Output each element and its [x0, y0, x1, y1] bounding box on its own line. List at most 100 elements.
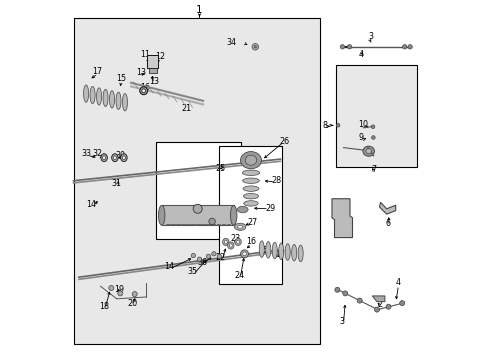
Text: 24: 24 — [234, 271, 244, 280]
Ellipse shape — [244, 155, 256, 165]
Ellipse shape — [121, 154, 127, 162]
Ellipse shape — [399, 301, 404, 306]
Text: 7: 7 — [371, 166, 376, 175]
Text: 12: 12 — [155, 52, 164, 61]
Ellipse shape — [342, 291, 347, 296]
Ellipse shape — [347, 45, 351, 49]
Ellipse shape — [265, 242, 270, 258]
Text: 8: 8 — [322, 121, 327, 130]
Bar — [156, 142, 241, 239]
Ellipse shape — [254, 46, 256, 48]
Ellipse shape — [111, 154, 118, 162]
Ellipse shape — [362, 146, 374, 156]
Text: 15: 15 — [116, 74, 126, 83]
Text: 33: 33 — [81, 149, 91, 158]
Ellipse shape — [356, 298, 362, 303]
Text: 22: 22 — [214, 253, 224, 262]
Text: 15: 15 — [258, 247, 268, 256]
Bar — [146, 55, 158, 68]
Ellipse shape — [385, 304, 390, 309]
Text: 11: 11 — [140, 50, 150, 59]
Text: 13: 13 — [136, 68, 146, 77]
Ellipse shape — [122, 94, 127, 111]
Ellipse shape — [370, 125, 374, 129]
Ellipse shape — [109, 91, 114, 108]
Ellipse shape — [83, 85, 88, 102]
Text: 25: 25 — [215, 164, 225, 173]
Ellipse shape — [242, 252, 246, 256]
Ellipse shape — [291, 244, 296, 261]
Ellipse shape — [240, 152, 261, 169]
Text: 34: 34 — [226, 38, 236, 47]
Ellipse shape — [234, 238, 241, 246]
Ellipse shape — [371, 136, 374, 139]
Ellipse shape — [122, 156, 125, 159]
Ellipse shape — [230, 205, 237, 225]
Ellipse shape — [243, 194, 258, 199]
Ellipse shape — [116, 92, 121, 109]
Ellipse shape — [240, 250, 248, 258]
Ellipse shape — [374, 307, 379, 312]
Ellipse shape — [90, 86, 95, 104]
Bar — [149, 68, 157, 73]
Text: 31: 31 — [111, 179, 122, 188]
Text: 4: 4 — [358, 50, 363, 59]
Ellipse shape — [229, 244, 232, 247]
Ellipse shape — [206, 254, 210, 258]
Ellipse shape — [242, 178, 259, 184]
Text: 19: 19 — [114, 285, 124, 294]
Text: 20: 20 — [127, 299, 137, 307]
Ellipse shape — [285, 244, 289, 260]
Ellipse shape — [118, 291, 122, 296]
Ellipse shape — [113, 156, 116, 159]
Ellipse shape — [193, 204, 202, 213]
Ellipse shape — [236, 240, 239, 244]
Ellipse shape — [217, 254, 221, 258]
Ellipse shape — [108, 285, 114, 291]
Ellipse shape — [278, 243, 283, 260]
Ellipse shape — [243, 186, 258, 192]
Bar — [336, 65, 416, 167]
Ellipse shape — [191, 253, 195, 258]
Bar — [162, 205, 233, 225]
Bar — [219, 146, 282, 284]
Text: 18: 18 — [99, 302, 109, 311]
Ellipse shape — [96, 88, 102, 105]
Ellipse shape — [140, 87, 147, 95]
Ellipse shape — [244, 201, 258, 206]
Ellipse shape — [272, 242, 277, 259]
Ellipse shape — [251, 44, 258, 50]
Ellipse shape — [197, 257, 201, 261]
Text: 1: 1 — [196, 5, 203, 15]
Ellipse shape — [237, 225, 242, 228]
Ellipse shape — [142, 89, 145, 93]
Text: 9: 9 — [358, 133, 364, 142]
Text: 35: 35 — [187, 267, 197, 276]
Text: 21: 21 — [181, 104, 191, 113]
Ellipse shape — [298, 245, 303, 262]
Ellipse shape — [158, 205, 164, 225]
Ellipse shape — [103, 89, 108, 107]
Ellipse shape — [101, 154, 107, 162]
Bar — [73, 18, 320, 344]
Ellipse shape — [222, 238, 228, 246]
Text: 4: 4 — [395, 278, 400, 287]
Text: 16: 16 — [140, 83, 149, 92]
Ellipse shape — [259, 241, 264, 257]
Text: 27: 27 — [247, 218, 257, 227]
Ellipse shape — [242, 170, 259, 175]
Text: 36: 36 — [197, 258, 206, 266]
Ellipse shape — [237, 206, 247, 213]
Text: 14: 14 — [164, 262, 174, 271]
Ellipse shape — [211, 252, 216, 256]
Text: 23: 23 — [230, 234, 240, 243]
Text: 17: 17 — [92, 67, 102, 76]
Text: 6: 6 — [385, 220, 390, 229]
Ellipse shape — [132, 292, 137, 297]
Text: 5: 5 — [334, 220, 339, 229]
Ellipse shape — [208, 218, 215, 225]
Text: 16: 16 — [245, 237, 255, 246]
Text: 17: 17 — [274, 251, 284, 259]
Polygon shape — [331, 199, 352, 238]
Ellipse shape — [402, 45, 406, 49]
